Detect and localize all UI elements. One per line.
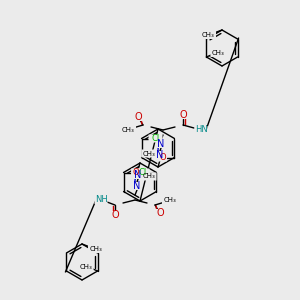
Text: N: N: [157, 139, 165, 149]
FancyBboxPatch shape: [78, 263, 94, 271]
Text: NH: NH: [94, 196, 107, 205]
FancyBboxPatch shape: [136, 169, 149, 176]
Text: CH₃: CH₃: [79, 264, 92, 270]
FancyBboxPatch shape: [140, 172, 157, 181]
Text: CH₃: CH₃: [212, 50, 225, 56]
FancyBboxPatch shape: [158, 154, 167, 161]
FancyBboxPatch shape: [110, 211, 119, 219]
Text: O: O: [159, 153, 166, 162]
Text: CH₃: CH₃: [143, 151, 156, 157]
FancyBboxPatch shape: [194, 126, 208, 134]
Text: Cl: Cl: [152, 134, 160, 143]
Text: N: N: [156, 150, 164, 160]
FancyBboxPatch shape: [88, 245, 104, 253]
FancyBboxPatch shape: [178, 111, 188, 119]
Text: HN: HN: [195, 125, 207, 134]
FancyBboxPatch shape: [148, 134, 163, 142]
FancyBboxPatch shape: [131, 169, 140, 176]
Text: N: N: [134, 170, 142, 180]
FancyBboxPatch shape: [134, 171, 142, 179]
Text: O: O: [156, 208, 164, 218]
FancyBboxPatch shape: [94, 196, 107, 204]
Text: N: N: [133, 181, 141, 191]
Text: O: O: [132, 168, 139, 177]
FancyBboxPatch shape: [157, 140, 166, 148]
FancyBboxPatch shape: [142, 149, 158, 158]
FancyBboxPatch shape: [155, 209, 164, 217]
FancyBboxPatch shape: [120, 126, 136, 134]
Text: Cl: Cl: [138, 168, 147, 177]
FancyBboxPatch shape: [200, 31, 216, 39]
Text: CH₃: CH₃: [164, 197, 176, 203]
FancyBboxPatch shape: [155, 151, 164, 159]
FancyBboxPatch shape: [134, 113, 142, 121]
Text: CH₃: CH₃: [90, 246, 102, 252]
Text: CH₃: CH₃: [202, 32, 214, 38]
Text: O: O: [134, 112, 142, 122]
Text: O: O: [179, 110, 187, 120]
FancyBboxPatch shape: [210, 49, 226, 57]
FancyBboxPatch shape: [162, 196, 178, 204]
Text: CH₃: CH₃: [122, 127, 134, 133]
Text: CH₃: CH₃: [142, 173, 155, 179]
Text: O: O: [111, 210, 119, 220]
FancyBboxPatch shape: [133, 182, 142, 190]
